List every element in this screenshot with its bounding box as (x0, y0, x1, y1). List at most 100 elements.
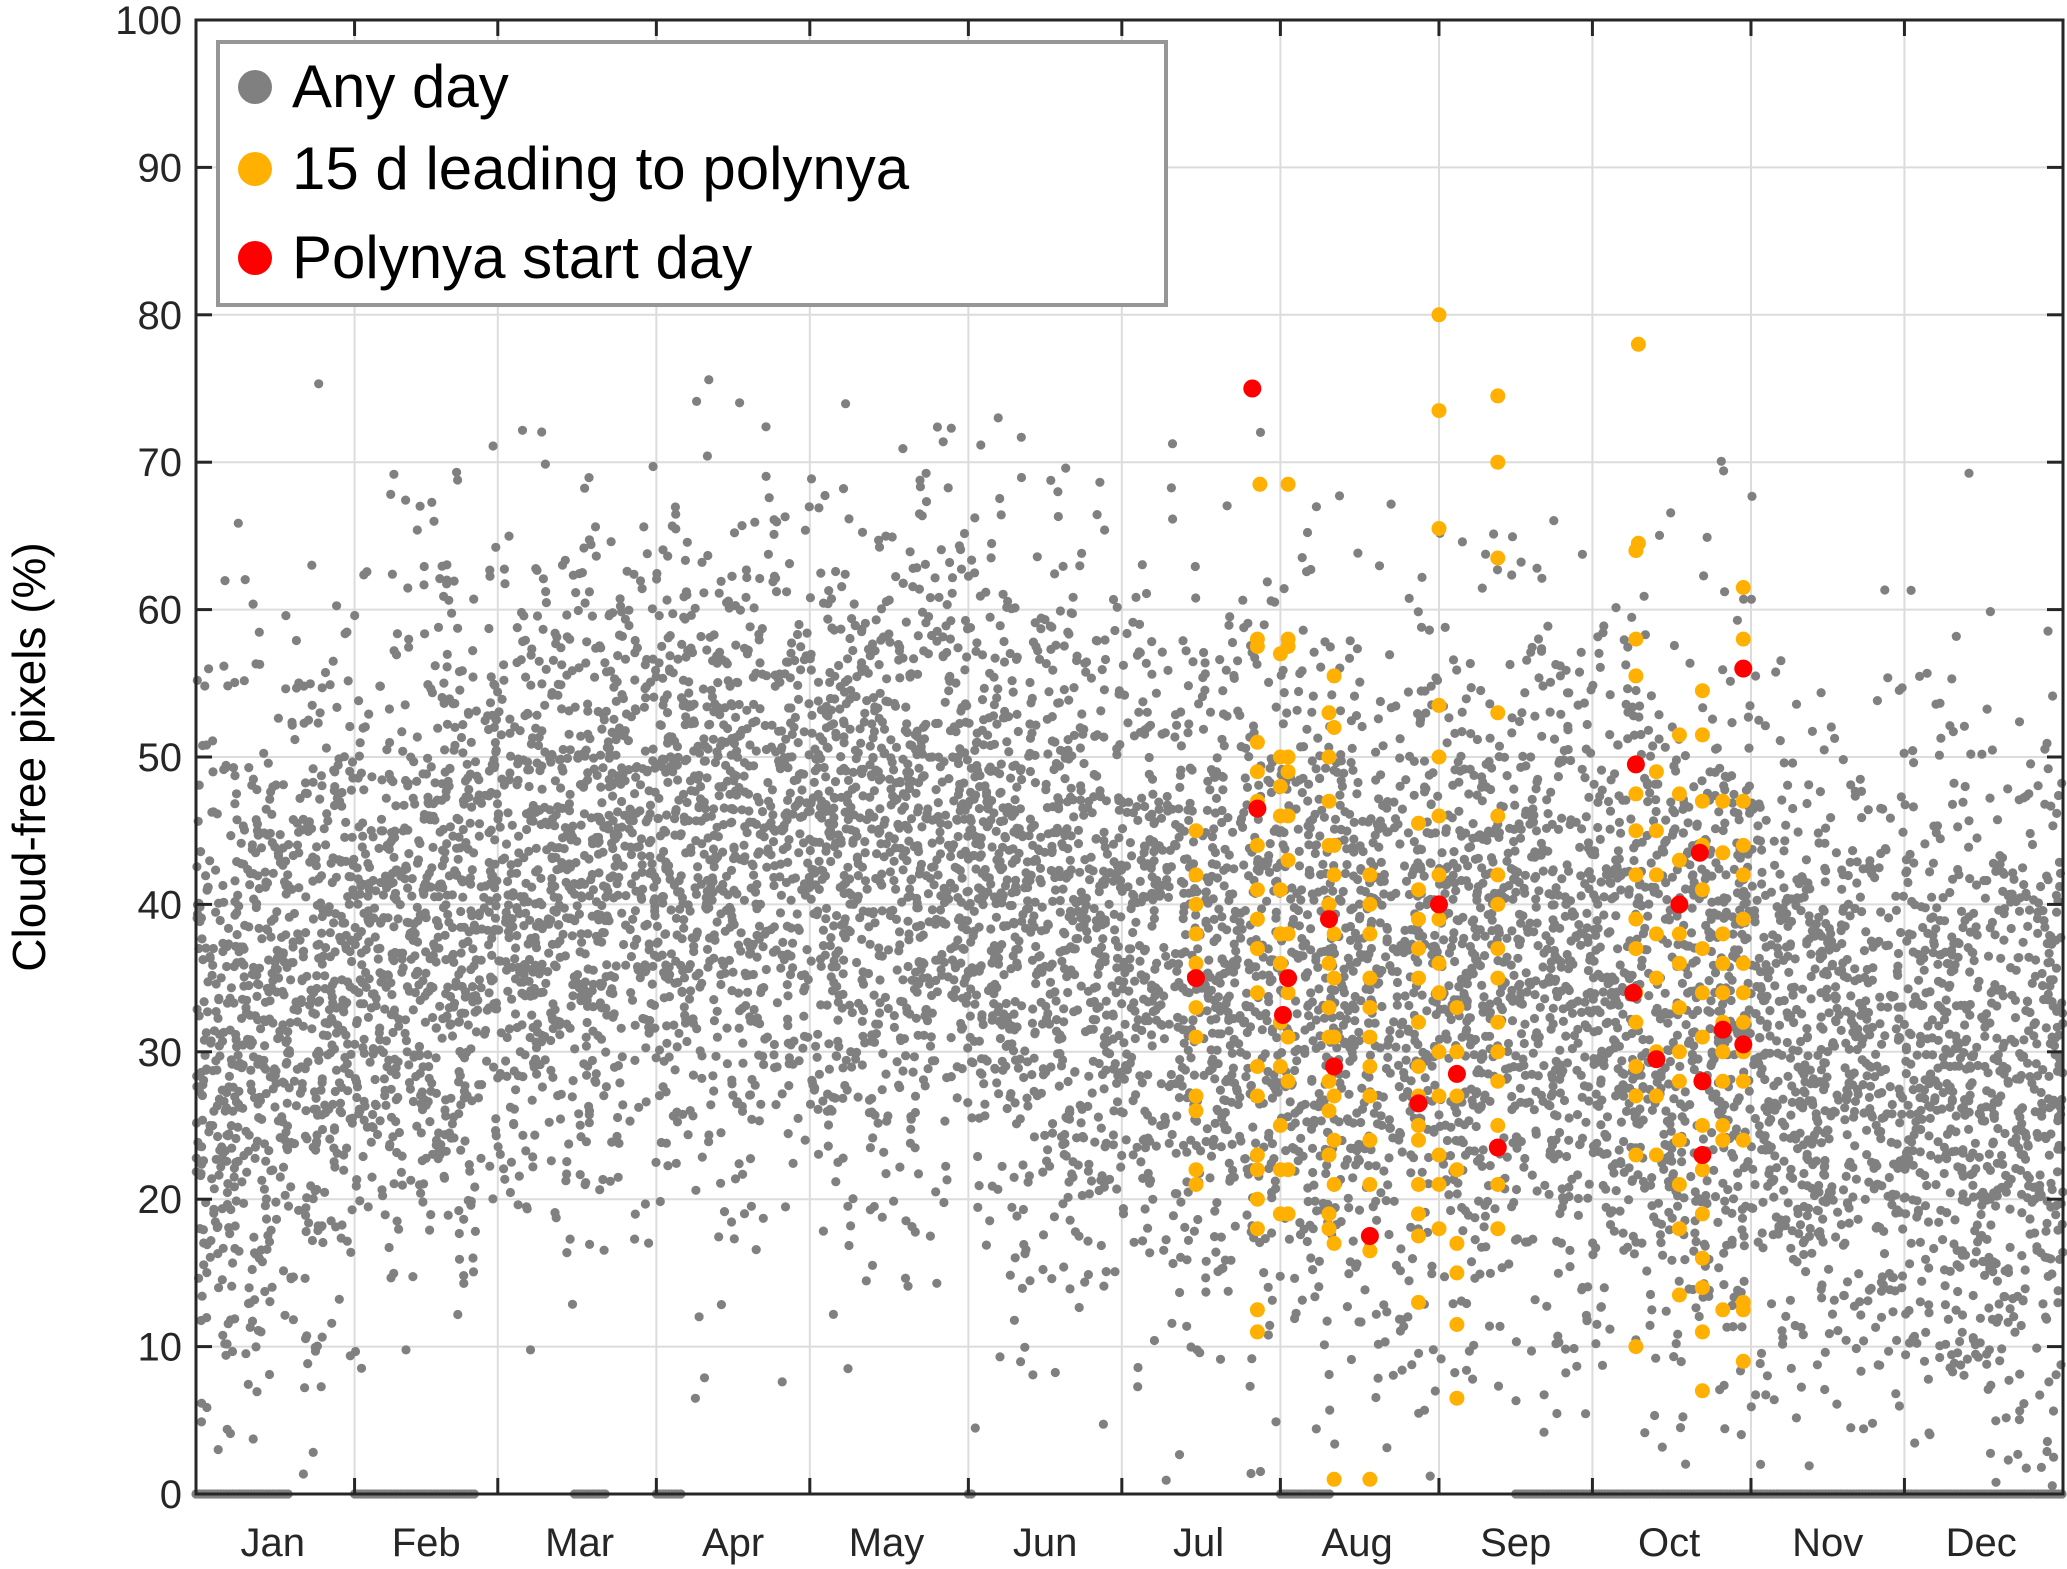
any-day-point (1314, 1256, 1324, 1266)
any-day-point (1375, 1043, 1385, 1053)
any-day-point (2000, 1292, 2010, 1302)
any-day-point (744, 806, 754, 816)
any-day-point (985, 1216, 995, 1226)
any-day-point (1669, 761, 1679, 771)
any-day-point (1676, 1357, 1686, 1367)
any-day-point (439, 591, 449, 602)
any-day-point (1941, 1044, 1951, 1054)
any-day-point (1374, 794, 1384, 804)
any-day-point (1069, 683, 1079, 693)
any-day-point (1542, 1301, 1552, 1311)
any-day-point (913, 1169, 924, 1179)
any-day-point (956, 1018, 966, 1029)
any-day-point (783, 795, 793, 806)
any-day-point (236, 838, 246, 848)
any-day-point (273, 1033, 283, 1044)
any-day-point (1470, 1273, 1480, 1283)
any-day-point (862, 884, 872, 894)
any-day-point (722, 1059, 733, 1069)
any-day-point (224, 1071, 234, 1081)
any-day-point (755, 658, 765, 668)
any-day-point (1160, 728, 1170, 738)
any-day-point (557, 660, 567, 670)
any-day-point (751, 746, 761, 756)
any-day-point (1120, 1019, 1130, 1029)
any-day-point (431, 1088, 441, 1098)
any-day-point (630, 635, 640, 646)
any-day-point (1224, 1026, 1234, 1036)
any-day-point (2052, 907, 2062, 917)
any-day-point (1831, 1232, 1841, 1242)
any-day-point (1710, 767, 1720, 778)
any-day-point (1047, 1128, 1058, 1138)
any-day-point (1618, 1228, 1628, 1238)
any-day-point (376, 814, 387, 824)
any-day-point (512, 780, 522, 790)
any-day-point (1172, 1111, 1182, 1121)
any-day-point (813, 696, 823, 706)
any-day-point (1602, 1112, 1613, 1122)
any-day-point (1263, 1330, 1273, 1340)
any-day-point (715, 710, 725, 720)
any-day-point (352, 1082, 363, 1092)
any-day-point (852, 957, 862, 968)
any-day-point (1531, 902, 1541, 912)
any-day-point (1466, 1257, 1477, 1267)
any-day-point (1572, 1110, 1583, 1120)
any-day-point (2033, 781, 2043, 791)
any-day-point (1901, 1350, 1911, 1360)
any-day-point (1193, 1214, 1203, 1225)
any-day-point (690, 1393, 701, 1403)
any-day-point (490, 738, 500, 748)
any-day-point (620, 654, 631, 664)
any-day-point (843, 862, 853, 872)
any-day-point (618, 1100, 628, 1110)
any-day-point (1642, 1266, 1652, 1276)
any-day-point (1752, 895, 1762, 905)
any-day-point (1896, 927, 1906, 938)
any-day-point (1543, 846, 1553, 856)
any-day-point (644, 1238, 654, 1248)
any-day-point (385, 737, 395, 748)
any-day-point (702, 451, 713, 461)
any-day-point (1469, 915, 1479, 925)
any-day-point (976, 850, 986, 860)
any-day-point (346, 785, 356, 795)
any-day-point (238, 1040, 248, 1050)
any-day-point (2042, 1436, 2052, 1447)
any-day-point (788, 1158, 798, 1168)
any-day-point (794, 925, 804, 936)
any-day-point (1782, 893, 1792, 904)
any-day-point (2005, 1204, 2015, 1214)
any-day-point (1543, 809, 1553, 819)
any-day-point (456, 732, 467, 743)
any-day-point (1270, 1176, 1280, 1186)
any-day-point (350, 610, 360, 621)
any-day-point (1860, 1194, 1870, 1204)
any-day-point (943, 483, 953, 493)
any-day-point (213, 1445, 223, 1455)
any-day-point (1765, 1006, 1775, 1016)
any-day-point (1538, 866, 1548, 876)
any-day-point (1785, 1053, 1796, 1063)
any-day-point (1629, 1249, 1639, 1259)
any-day-point (1190, 561, 1200, 572)
any-day-point (239, 676, 249, 686)
any-day-point (1434, 1034, 1445, 1044)
any-day-point (1128, 889, 1138, 900)
any-day-point (540, 700, 550, 710)
any-day-point (1574, 920, 1584, 930)
any-day-point (956, 564, 967, 574)
any-day-point (1031, 642, 1041, 652)
any-day-point (786, 648, 796, 658)
any-day-point (746, 1201, 757, 1211)
any-day-point (1140, 843, 1150, 853)
any-day-point (745, 1012, 755, 1022)
any-day-point (1985, 923, 1995, 933)
any-day-point (1376, 857, 1386, 868)
any-day-point (479, 892, 489, 902)
any-day-point (1378, 741, 1388, 751)
any-day-point (2043, 958, 2053, 968)
any-day-point (1517, 708, 1527, 718)
any-day-point (1836, 1025, 1846, 1035)
